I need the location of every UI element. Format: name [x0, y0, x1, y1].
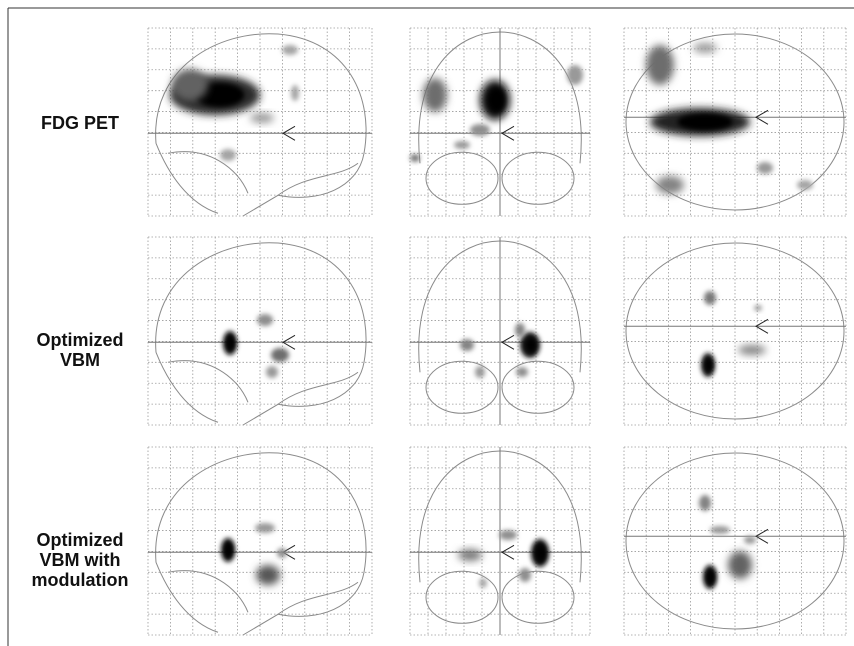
activation-blob	[172, 69, 208, 101]
activation-blob	[255, 523, 275, 533]
activation-blob	[704, 291, 716, 305]
activation-core	[526, 337, 537, 353]
activation-blob	[710, 526, 730, 534]
row-label: FDG PET	[41, 113, 119, 133]
activation-blob	[291, 85, 299, 101]
row-label: modulation	[32, 570, 129, 590]
activation-blob	[516, 367, 528, 377]
activation-blob	[754, 305, 762, 311]
activation-core	[488, 88, 505, 112]
figure: FDG PETOptimizedVBMOptimizedVBM withmodu…	[0, 0, 854, 646]
activation-core	[536, 545, 546, 562]
activation-blob	[479, 578, 487, 588]
row-label: Optimized	[36, 530, 123, 550]
activation-blob	[699, 495, 711, 511]
activation-blob	[460, 339, 474, 351]
activation-core	[705, 358, 713, 372]
activation-blob	[744, 536, 756, 544]
row-label: Optimized	[36, 330, 123, 350]
activation-blob	[499, 530, 517, 540]
activation-blob	[475, 366, 485, 378]
activation-blob	[567, 65, 583, 85]
activation-blob	[250, 113, 274, 123]
activation-blob	[277, 548, 287, 558]
activation-blob	[757, 162, 773, 174]
activation-blob	[656, 176, 684, 194]
activation-blob	[454, 141, 470, 149]
activation-blob	[519, 568, 531, 582]
activation-blob	[646, 45, 674, 85]
activation-blob	[256, 565, 280, 585]
activation-blob	[410, 154, 420, 162]
activation-blob	[470, 124, 490, 136]
activation-core	[225, 543, 233, 557]
activation-blob	[423, 78, 447, 112]
row-label: VBM	[60, 350, 100, 370]
activation-blob	[271, 348, 289, 362]
activation-blob	[693, 43, 717, 53]
activation-core	[227, 336, 235, 350]
activation-core	[678, 114, 733, 131]
activation-blob	[282, 45, 298, 55]
activation-blob	[515, 323, 525, 337]
activation-blob	[728, 551, 752, 579]
row-label: VBM with	[40, 550, 121, 570]
activation-blob	[266, 366, 278, 378]
activation-core	[707, 570, 715, 584]
activation-blob	[257, 314, 273, 326]
activation-blob	[458, 549, 482, 561]
activation-blob	[220, 149, 236, 161]
activation-blob	[738, 345, 766, 355]
activation-blob	[797, 180, 813, 190]
